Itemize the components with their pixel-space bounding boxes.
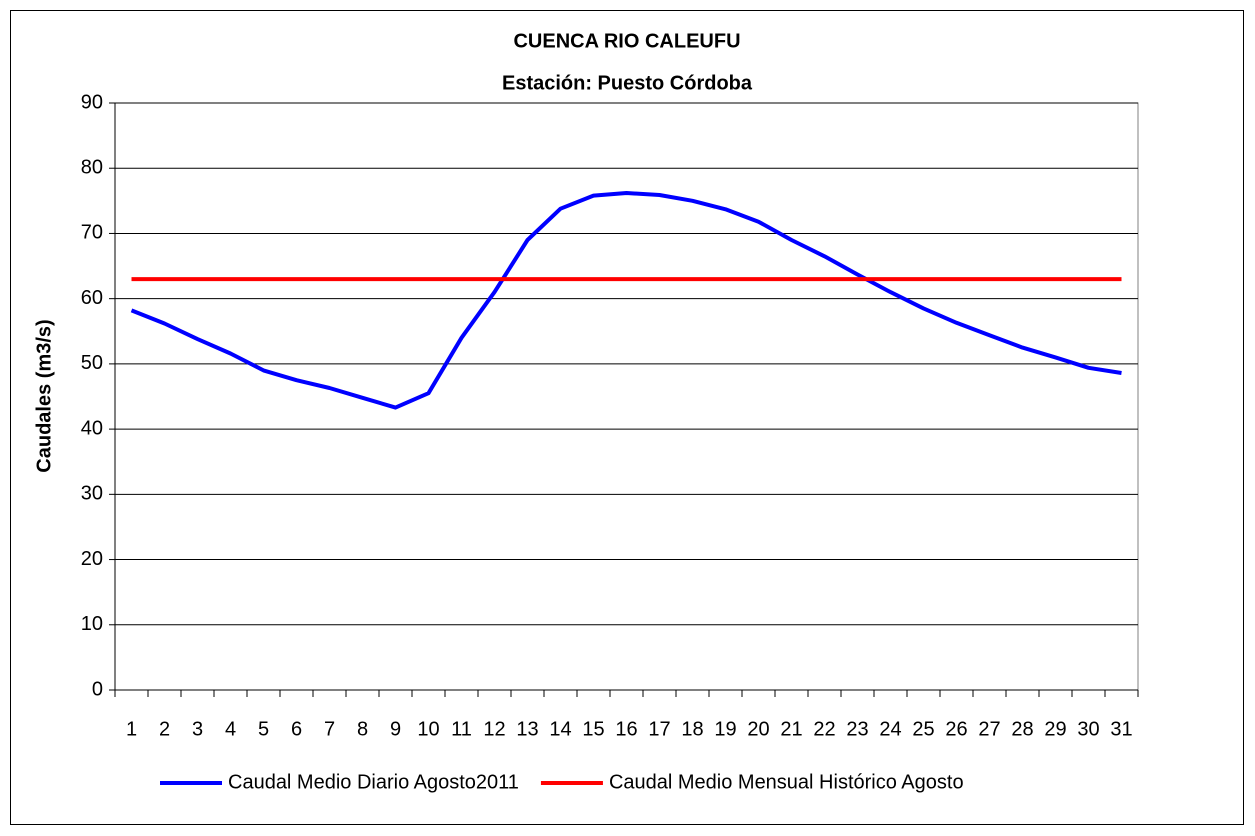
x-tick-label: 20	[747, 718, 769, 740]
x-tick-label: 24	[879, 718, 901, 740]
x-tick-label: 11	[451, 718, 472, 740]
x-tick-label: 25	[912, 718, 934, 740]
x-tick-label: 21	[780, 718, 802, 740]
x-tick-label: 7	[324, 718, 335, 740]
y-tick-label: 80	[81, 157, 103, 179]
y-tick-label: 30	[81, 483, 103, 505]
chart-title: CUENCA RIO CALEUFU	[513, 30, 740, 52]
x-tick-label: 10	[417, 718, 439, 740]
x-tick-label: 15	[582, 718, 604, 740]
y-tick-label: 70	[81, 222, 103, 244]
x-tick-label: 30	[1077, 718, 1099, 740]
x-tick-label: 27	[978, 718, 1000, 740]
x-tick-label: 17	[648, 718, 670, 740]
y-tick-label: 10	[81, 613, 103, 635]
x-tick-label: 8	[357, 718, 368, 740]
x-tick-label: 26	[945, 718, 967, 740]
x-tick-label: 22	[813, 718, 835, 740]
x-tick-label: 4	[225, 718, 236, 740]
x-tick-label: 1	[126, 718, 137, 740]
y-tick-label: 40	[81, 417, 103, 439]
x-tick-label: 3	[192, 718, 203, 740]
legend-label: Caudal Medio Diario Agosto2011	[228, 771, 519, 793]
x-tick-label: 6	[291, 718, 302, 740]
x-tick-label: 18	[681, 718, 703, 740]
x-tick-label: 5	[258, 718, 269, 740]
y-tick-label: 50	[81, 352, 103, 374]
y-tick-label: 90	[81, 91, 103, 113]
chart-subtitle: Estación: Puesto Córdoba	[502, 72, 753, 94]
y-tick-label: 60	[81, 287, 103, 309]
x-tick-label: 13	[516, 718, 538, 740]
x-tick-label: 14	[549, 718, 571, 740]
x-tick-label: 2	[159, 718, 170, 740]
x-tick-label: 31	[1110, 718, 1132, 740]
legend-label: Caudal Medio Mensual Histórico Agosto	[609, 771, 964, 793]
x-tick-label: 12	[483, 718, 505, 740]
x-tick-label: 16	[615, 718, 637, 740]
x-tick-label: 19	[714, 718, 736, 740]
plot-area	[114, 102, 1139, 691]
x-tick-label: 29	[1044, 718, 1066, 740]
x-tick-label: 28	[1011, 718, 1033, 740]
x-tick-label: 23	[846, 718, 868, 740]
x-tick-label: 9	[390, 718, 401, 740]
y-axis-label: Caudales (m3/s)	[33, 319, 55, 472]
y-tick-label: 20	[81, 548, 103, 570]
series-line	[130, 191, 1122, 410]
y-tick-label: 0	[92, 678, 103, 700]
